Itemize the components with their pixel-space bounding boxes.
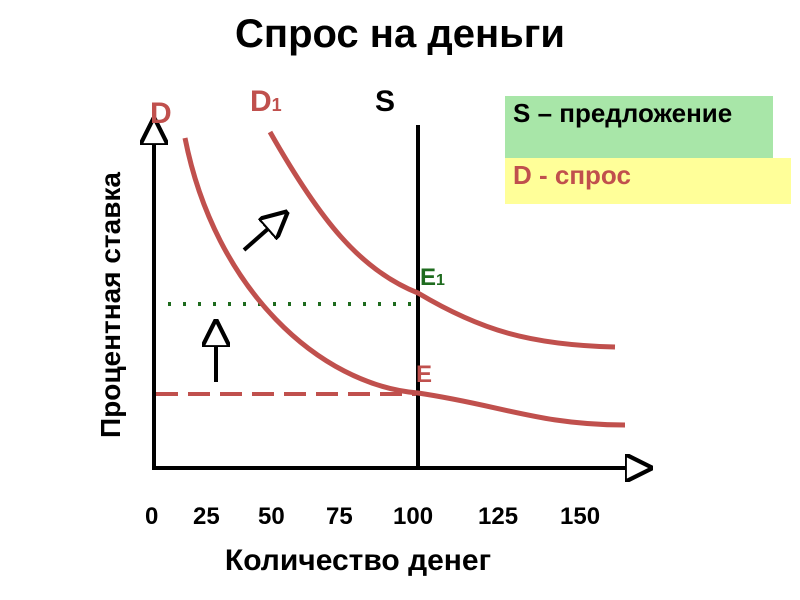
demand-curve-d1	[267, 130, 616, 350]
label-e1: E1	[420, 264, 445, 291]
label-d: D	[150, 97, 172, 130]
x-tick-75: 75	[326, 503, 353, 530]
x-tick-25: 25	[193, 503, 220, 530]
x-tick-labels: 0 25 50 75 100 125 150	[145, 503, 600, 530]
label-d1: D1	[250, 85, 282, 118]
label-e: E	[416, 361, 432, 388]
label-s: S	[375, 85, 395, 118]
legend-demand: D - спрос	[505, 158, 791, 204]
slide-title: Спрос на деньги	[235, 12, 565, 56]
x-tick-0: 0	[145, 503, 158, 530]
y-axis-title: Процентная ставка	[95, 172, 126, 438]
legend-supply: S – предложение	[505, 96, 773, 166]
x-tick-150: 150	[560, 503, 600, 530]
x-tick-50: 50	[258, 503, 285, 530]
x-tick-125: 125	[478, 503, 518, 530]
demand-shift-arrow	[242, 213, 286, 252]
x-tick-100: 100	[393, 503, 433, 530]
x-axis-title: Количество денег	[225, 544, 491, 577]
demand-curve-d	[182, 137, 626, 428]
